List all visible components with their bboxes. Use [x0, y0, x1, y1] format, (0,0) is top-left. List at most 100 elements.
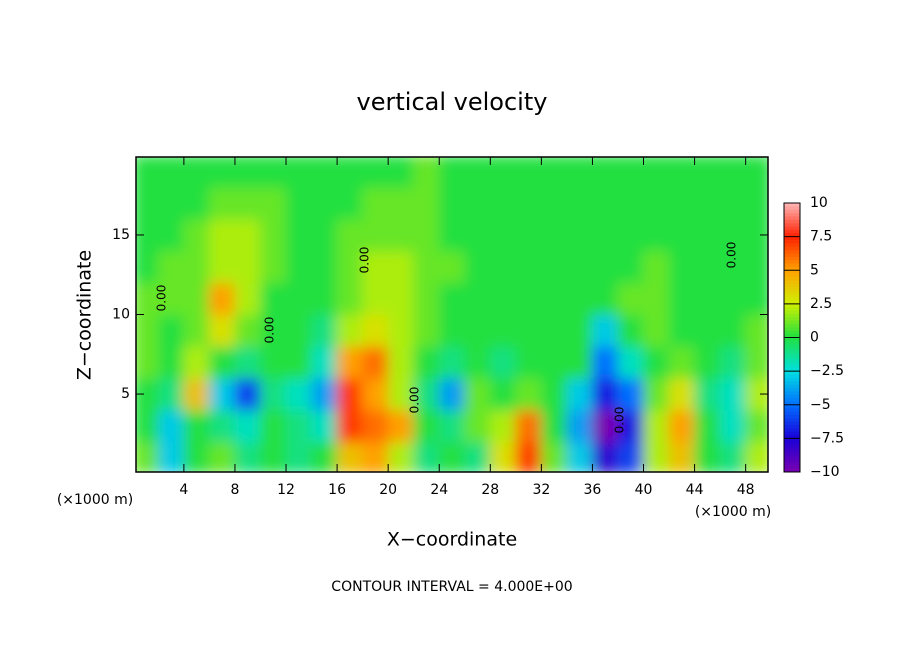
colorbar-band [784, 414, 800, 419]
cell [540, 441, 568, 472]
x-tick-label: 16 [328, 482, 346, 498]
cell [208, 441, 236, 472]
cell [540, 314, 568, 347]
cell [540, 409, 568, 443]
cell [362, 409, 389, 443]
cell [311, 186, 338, 220]
cell [413, 157, 440, 188]
cell [745, 345, 768, 379]
colorbar-band [784, 347, 800, 352]
cell [694, 250, 721, 284]
cell [136, 345, 159, 379]
cell [515, 186, 542, 220]
cell [234, 250, 261, 284]
colorbar-band [784, 451, 800, 456]
cell [362, 282, 389, 315]
cell [668, 377, 696, 411]
cell [362, 218, 389, 252]
cell [336, 250, 364, 284]
cell [259, 345, 287, 379]
cell [643, 157, 670, 188]
cell [157, 186, 185, 220]
cell [668, 441, 696, 472]
cell [719, 250, 747, 284]
cell [694, 441, 721, 472]
cell [540, 157, 568, 188]
colorbar-tick-label: 10 [810, 195, 828, 211]
colorbar-band [784, 461, 800, 466]
cell [183, 377, 210, 411]
cell [719, 282, 747, 315]
cell [566, 282, 593, 315]
cell [183, 314, 210, 347]
colorbar-band [784, 223, 800, 228]
cell [285, 218, 313, 252]
cell [617, 250, 645, 284]
cell [362, 186, 389, 220]
cell [362, 377, 389, 411]
cell [136, 218, 159, 252]
colorbar-band [784, 438, 800, 443]
cell [413, 314, 440, 347]
colorbar-band [784, 260, 800, 265]
colorbar-band [784, 250, 800, 254]
colorbar-band [784, 431, 800, 436]
cell [694, 218, 721, 252]
cell [464, 345, 491, 379]
colorbar-band [784, 243, 800, 248]
cell [136, 441, 159, 472]
cell [285, 157, 313, 188]
cell [591, 377, 619, 411]
cell [591, 314, 619, 347]
y-tick-label: 5 [121, 386, 130, 402]
cell [489, 345, 517, 379]
cell [285, 186, 313, 220]
cell [591, 218, 619, 252]
cell [617, 345, 645, 379]
cell [208, 345, 236, 379]
colorbar-band [784, 334, 800, 338]
colorbar-band [784, 263, 800, 268]
colorbar-band [784, 290, 800, 295]
colorbar-band [784, 350, 800, 355]
colorbar-band [784, 307, 800, 312]
colorbar-band [784, 408, 800, 412]
cell [489, 157, 517, 188]
cell [234, 441, 261, 472]
x-unit: (×1000 m) [695, 504, 771, 520]
colorbar-band [784, 424, 800, 429]
cell [694, 186, 721, 220]
colorbar-band [784, 324, 800, 328]
cell [311, 441, 338, 472]
cell [311, 218, 338, 252]
cell [515, 441, 542, 472]
cell [311, 157, 338, 188]
colorbar-band [784, 421, 800, 426]
colorbar-band [784, 458, 800, 463]
cell [259, 282, 287, 315]
cell [617, 377, 645, 411]
cell [745, 157, 768, 188]
colorbar-band [784, 226, 800, 231]
cell [515, 377, 542, 411]
colorbar-band [784, 327, 800, 332]
colorbar-band [784, 206, 800, 211]
colorbar-band [784, 313, 800, 318]
cell [208, 282, 236, 315]
cell [387, 250, 415, 284]
cell [311, 377, 338, 411]
cell [387, 218, 415, 252]
cell [413, 218, 440, 252]
colorbar-band [784, 253, 800, 258]
cell [413, 282, 440, 315]
cell [566, 345, 593, 379]
colorbar-tick-label: −2.5 [810, 363, 844, 379]
cell [515, 314, 542, 347]
cell [438, 377, 466, 411]
colorbar-band [784, 361, 800, 365]
cell [259, 157, 287, 188]
cell [311, 250, 338, 284]
colorbar-band [784, 280, 800, 285]
cell [387, 186, 415, 220]
cell [387, 441, 415, 472]
